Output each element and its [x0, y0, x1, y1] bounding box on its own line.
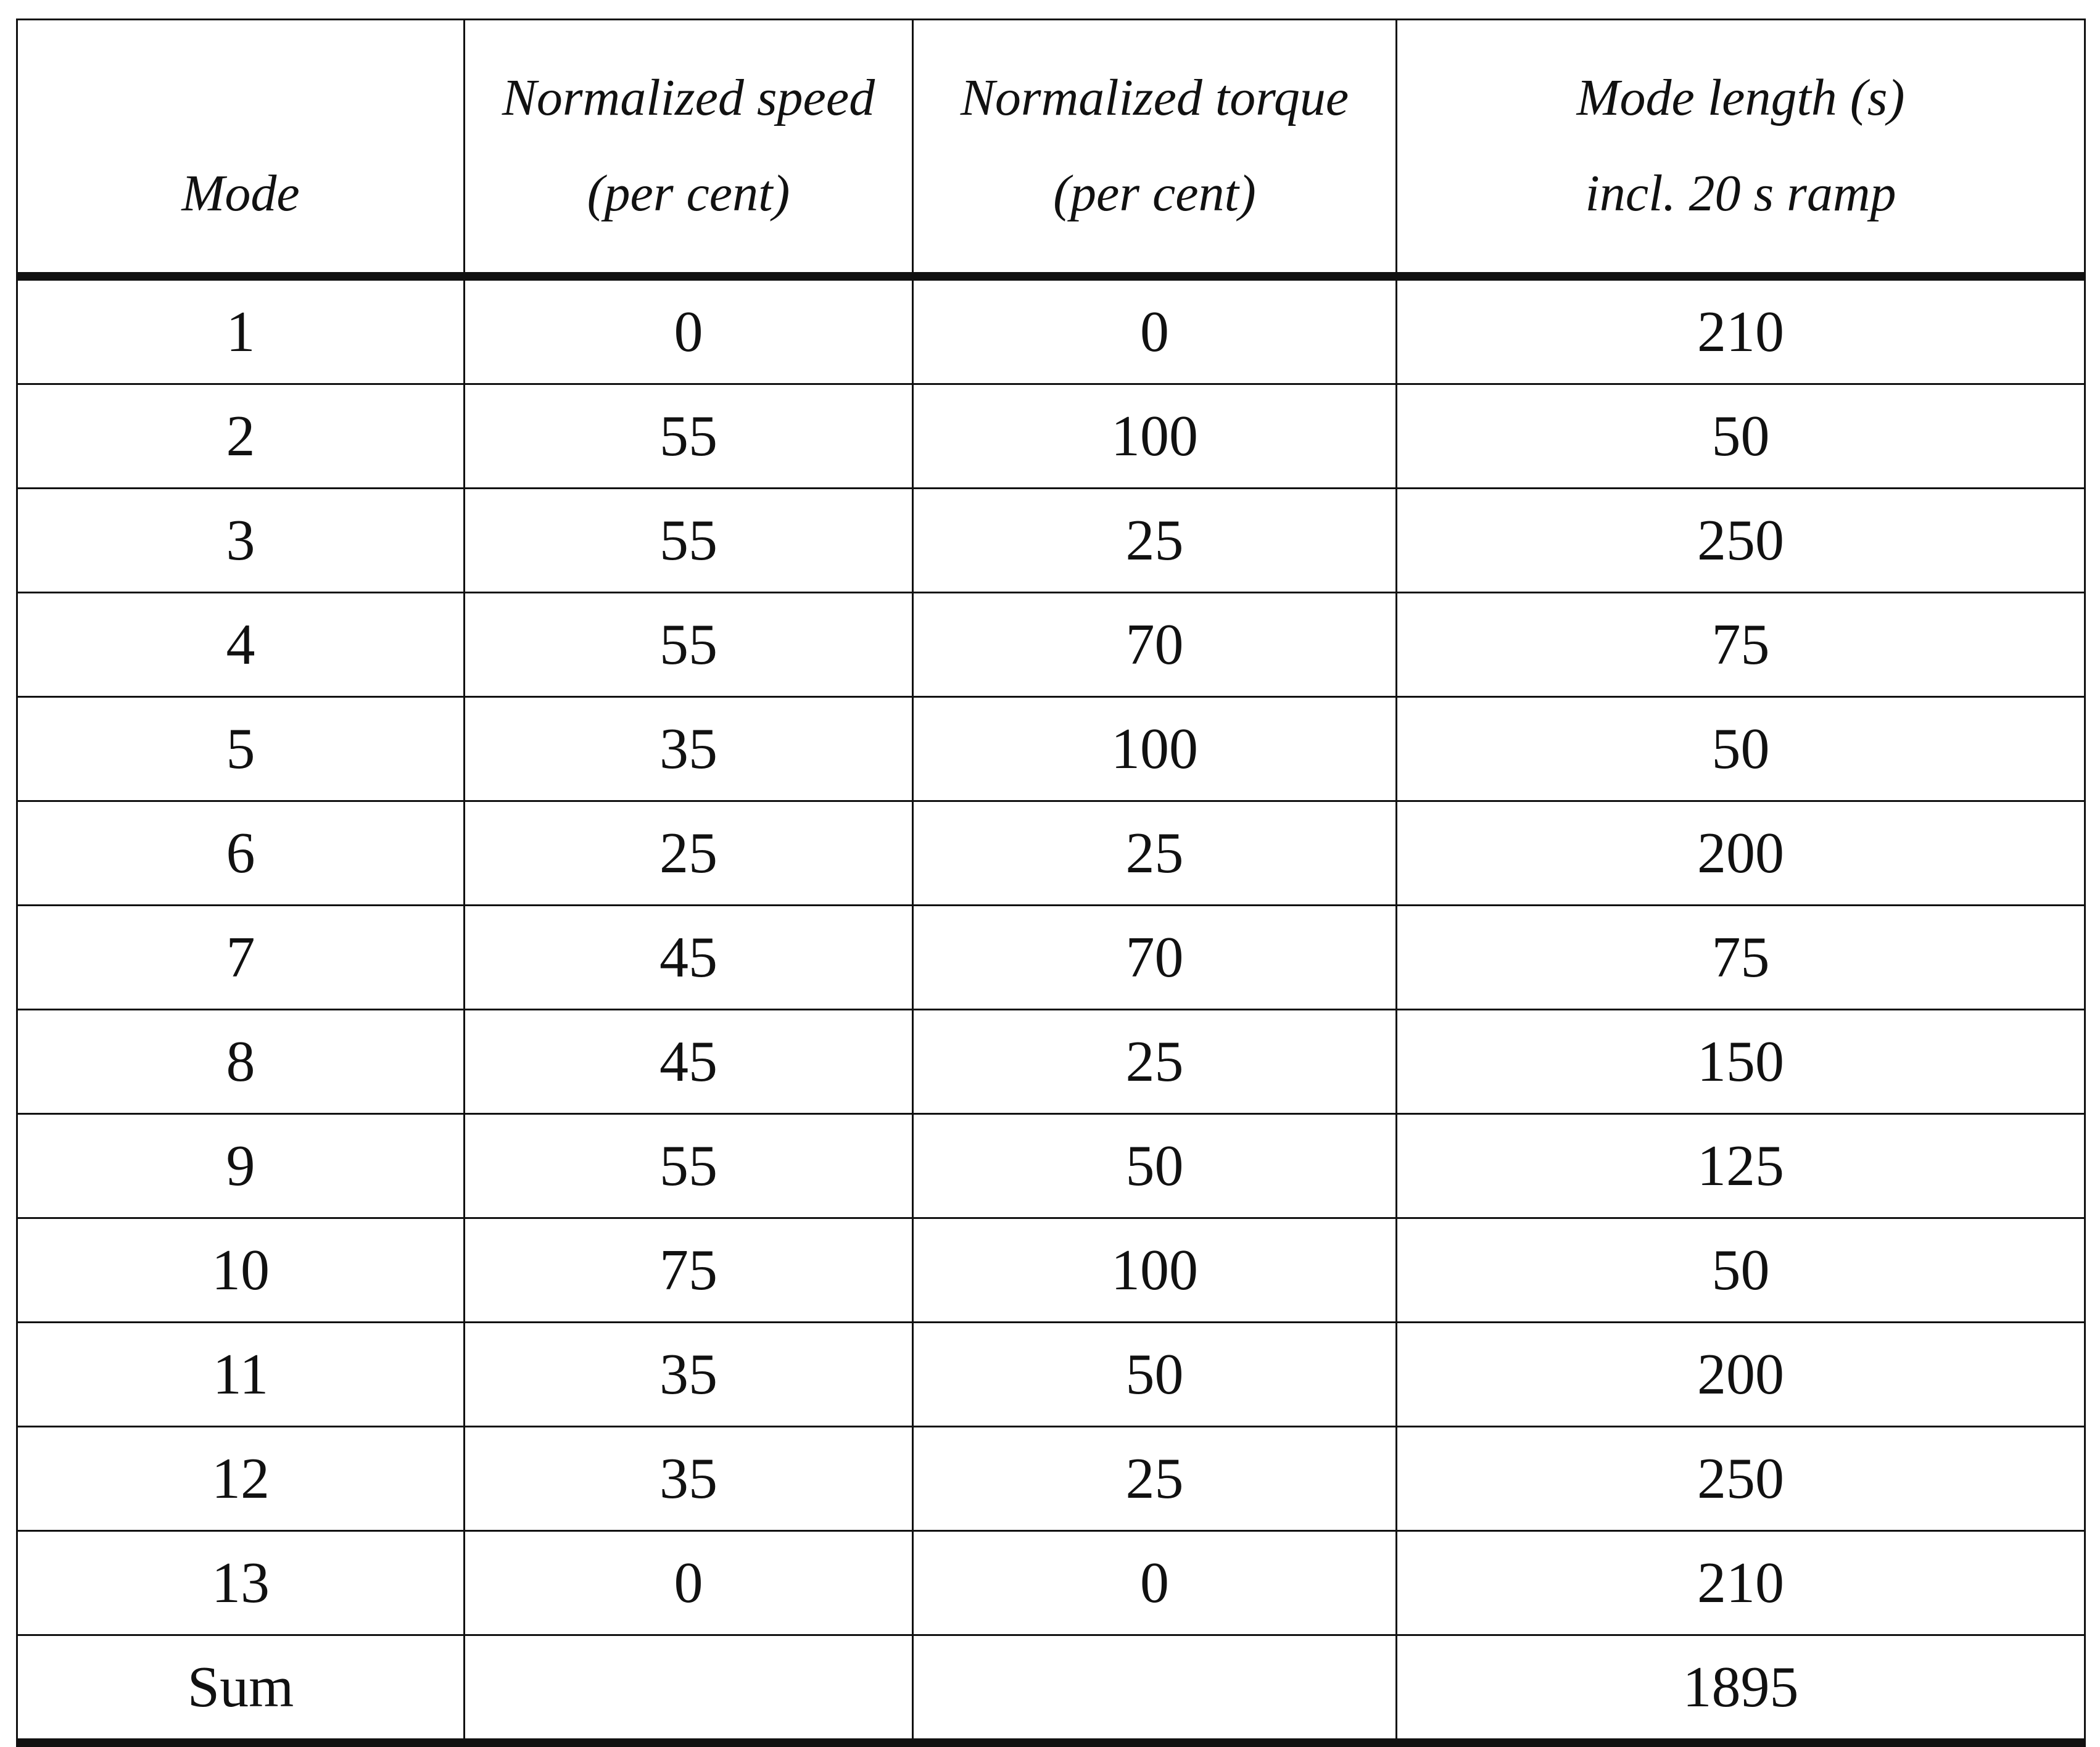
table-cell: 1	[16, 275, 465, 385]
table-row: 13 0 0 210	[16, 1530, 2086, 1636]
table-cell: 8	[16, 1009, 465, 1115]
table-cell: 5	[16, 696, 465, 802]
table-cell: 11	[16, 1321, 465, 1427]
table-cell: 3	[16, 487, 465, 593]
table-cell: 50	[912, 1321, 1397, 1427]
table-cell: 75	[463, 1217, 914, 1323]
header-cell: Normalized speed (per cent)	[463, 19, 914, 278]
table-row: 11 35 50 200	[16, 1321, 2086, 1427]
table-cell: 0	[912, 1530, 1397, 1636]
table-cell: 35	[463, 696, 914, 802]
header-cell: Normalized torque (per cent)	[912, 19, 1397, 278]
table-cell: 250	[1395, 1426, 2086, 1532]
table-cell: 6	[16, 800, 465, 906]
sum-label: Sum	[16, 1634, 465, 1744]
header-row: Mode Normalized speed (per cent) Normalized…	[16, 19, 2086, 278]
table-cell: 55	[463, 1113, 914, 1219]
header-text: incl. 20 s ramp	[1585, 165, 1896, 222]
table-cell: 70	[912, 592, 1397, 698]
table-header: Mode Normalized speed (per cent) Normalized…	[16, 19, 2086, 278]
table-cell: 25	[463, 800, 914, 906]
table-row: 4 55 70 75	[16, 592, 2086, 698]
table-cell: 100	[912, 696, 1397, 802]
sum-value: 1895	[1395, 1634, 2086, 1744]
header-text: Normalized speed	[502, 69, 875, 126]
table-body: 1 0 0 210 2 55 100 50 3 55 25 250 4 55 70 75 5 35 100 50 6 25…	[16, 275, 2086, 1744]
table-cell: 70	[912, 904, 1397, 1010]
header-text: Mode length (s)	[1576, 69, 1905, 126]
table-row: 9 55 50 125	[16, 1113, 2086, 1219]
table-cell: 0	[463, 275, 914, 385]
header-cell: Mode length (s) incl. 20 s ramp	[1395, 19, 2086, 278]
table-cell: 2	[16, 383, 465, 489]
table-cell: 55	[463, 383, 914, 489]
table-cell: 0	[463, 1530, 914, 1636]
table-cell: 210	[1395, 1530, 2086, 1636]
table-cell: 25	[912, 1009, 1397, 1115]
table-cell: 100	[912, 383, 1397, 489]
table-cell: 9	[16, 1113, 465, 1219]
table-cell: 50	[1395, 696, 2086, 802]
table-cell: 25	[912, 800, 1397, 906]
table-cell: 0	[912, 275, 1397, 385]
empty-cell	[912, 1634, 1397, 1744]
table-cell: 10	[16, 1217, 465, 1323]
table-cell: 55	[463, 592, 914, 698]
header-text: Normalized torque	[960, 69, 1349, 126]
table-cell: 12	[16, 1426, 465, 1532]
table-row: 8 45 25 150	[16, 1009, 2086, 1115]
sum-row: Sum 1895	[16, 1634, 2086, 1744]
table-row: 7 45 70 75	[16, 904, 2086, 1010]
table-cell: 200	[1395, 1321, 2086, 1427]
table-cell: 100	[912, 1217, 1397, 1323]
table-cell: 210	[1395, 275, 2086, 385]
table-cell: 50	[912, 1113, 1397, 1219]
table-cell: 200	[1395, 800, 2086, 906]
table-row: 12 35 25 250	[16, 1426, 2086, 1532]
table-cell: 4	[16, 592, 465, 698]
table-cell: 55	[463, 487, 914, 593]
table-cell: 7	[16, 904, 465, 1010]
table-cell: 75	[1395, 904, 2086, 1010]
header-cell: Mode	[16, 19, 465, 278]
table-row: 5 35 100 50	[16, 696, 2086, 802]
table-cell: 50	[1395, 1217, 2086, 1323]
table-cell: 150	[1395, 1009, 2086, 1115]
header-text: (per cent)	[1053, 165, 1256, 222]
table-cell: 25	[912, 487, 1397, 593]
table-cell: 45	[463, 904, 914, 1010]
table-cell: 125	[1395, 1113, 2086, 1219]
table-row: 2 55 100 50	[16, 383, 2086, 489]
table-cell: 50	[1395, 383, 2086, 489]
table-cell: 45	[463, 1009, 914, 1115]
data-table: Mode Normalized speed (per cent) Normalized…	[16, 19, 2086, 1747]
table-row: 1 0 0 210	[16, 275, 2086, 385]
table-row: 3 55 25 250	[16, 487, 2086, 593]
header-text: Mode	[181, 165, 300, 222]
header-text: (per cent)	[587, 165, 790, 222]
empty-cell	[463, 1634, 914, 1744]
table-cell: 25	[912, 1426, 1397, 1532]
table-row: 6 25 25 200	[16, 800, 2086, 906]
table-cell: 35	[463, 1321, 914, 1427]
table-cell: 75	[1395, 592, 2086, 698]
table-cell: 13	[16, 1530, 465, 1636]
table-cell: 35	[463, 1426, 914, 1532]
table-row: 10 75 100 50	[16, 1217, 2086, 1323]
table-cell: 250	[1395, 487, 2086, 593]
